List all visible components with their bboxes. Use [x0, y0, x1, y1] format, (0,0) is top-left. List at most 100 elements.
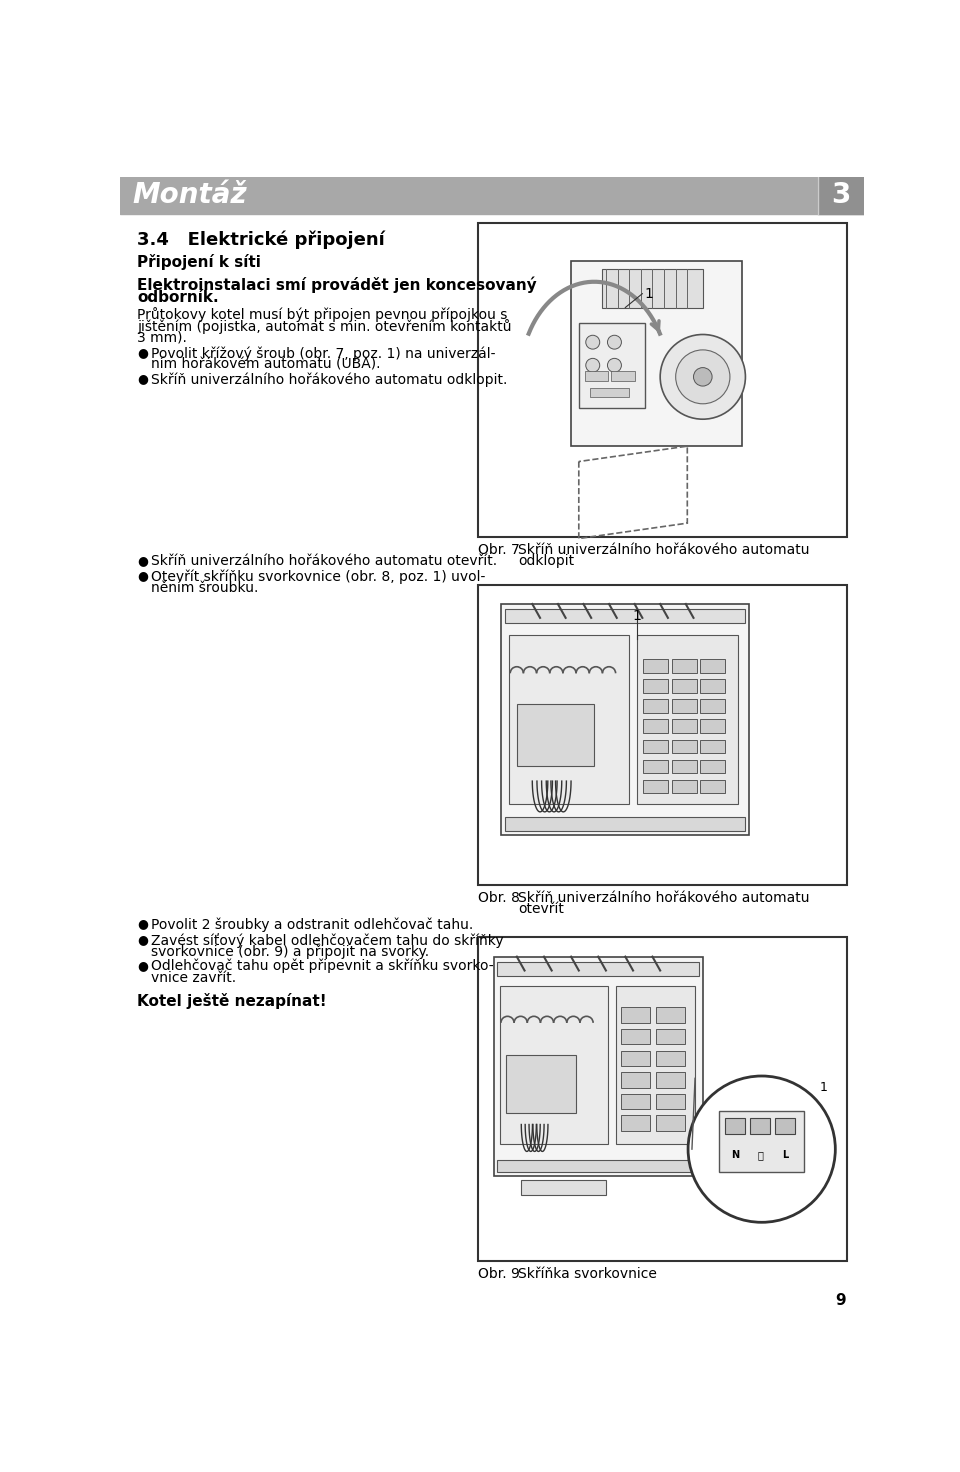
Bar	[602, 269, 703, 308]
Text: L: L	[781, 1150, 788, 1160]
Text: ●: ●	[137, 372, 148, 386]
Bar	[656, 1051, 685, 1066]
Bar	[672, 780, 697, 793]
Circle shape	[693, 368, 712, 386]
Text: ●: ●	[137, 553, 148, 567]
Circle shape	[676, 350, 730, 403]
Text: Obr. 9: Obr. 9	[478, 1267, 520, 1281]
Text: Obr. 8: Obr. 8	[478, 891, 520, 905]
Text: Zavést síťový kabel odlehčovačem tahu do skříňky: Zavést síťový kabel odlehčovačem tahu do…	[151, 933, 504, 948]
Bar	[750, 1119, 770, 1133]
Bar	[616, 986, 695, 1144]
Bar	[701, 780, 725, 793]
Bar	[493, 957, 703, 1176]
Bar	[672, 760, 697, 773]
Text: ●: ●	[137, 958, 148, 972]
Bar	[505, 609, 745, 623]
Bar	[656, 1072, 685, 1088]
Bar	[497, 963, 699, 976]
Bar	[643, 680, 668, 693]
Bar	[672, 699, 697, 714]
Bar	[621, 1072, 650, 1088]
Bar	[656, 1094, 685, 1108]
Bar	[590, 387, 629, 397]
Text: Odlehčovač tahu opět připevnit a skříňku svorko-: Odlehčovač tahu opět připevnit a skříňku…	[151, 958, 493, 973]
Circle shape	[586, 358, 600, 372]
Bar	[643, 720, 668, 733]
Bar	[656, 1029, 685, 1045]
Text: jištěním (pojistka, automat s min. otevřením kontaktů: jištěním (pojistka, automat s min. otevř…	[137, 319, 512, 334]
Bar	[478, 584, 847, 885]
Text: Otevřít skříňku svorkovnice (obr. 8, poz. 1) uvol-: Otevřít skříňku svorkovnice (obr. 8, poz…	[151, 570, 486, 584]
Bar	[516, 704, 594, 765]
Text: ●: ●	[137, 917, 148, 930]
Bar	[672, 680, 697, 693]
Text: Obr. 7: Obr. 7	[478, 543, 519, 558]
Text: Skříňka svorkovnice: Skříňka svorkovnice	[518, 1267, 658, 1281]
Text: Připojení k síti: Připojení k síti	[137, 253, 261, 269]
Text: Skříň univerzálního hořákového automatu odklopit.: Skříň univerzálního hořákového automatu …	[151, 372, 508, 387]
Text: 9: 9	[835, 1294, 846, 1309]
Bar	[775, 1119, 795, 1133]
Text: Montáž: Montáž	[132, 181, 247, 209]
Text: N: N	[732, 1150, 739, 1160]
Bar	[719, 1111, 804, 1172]
Bar	[701, 720, 725, 733]
Text: Skříň univerzálního hořákového automatu: Skříň univerzálního hořákového automatu	[518, 543, 810, 558]
Text: svorkovnice (obr. 9) a připojit na svorky.: svorkovnice (obr. 9) a připojit na svork…	[151, 945, 429, 958]
Text: Kotel ještě nezapínat!: Kotel ještě nezapínat!	[137, 992, 326, 1008]
Bar	[636, 634, 737, 804]
Bar	[621, 1094, 650, 1108]
Text: Skříň univerzálního hořákového automatu: Skříň univerzálního hořákového automatu	[518, 891, 810, 905]
Bar	[818, 177, 864, 213]
Text: ⏚: ⏚	[757, 1150, 763, 1160]
Bar	[656, 1116, 685, 1130]
Text: 1: 1	[820, 1080, 828, 1094]
Bar	[509, 634, 629, 804]
Text: ●: ●	[137, 570, 148, 583]
Bar	[612, 371, 635, 381]
Text: odborník.: odborník.	[137, 290, 219, 305]
Bar	[672, 720, 697, 733]
Bar	[672, 659, 697, 673]
Text: 3.4   Elektrické připojení: 3.4 Elektrické připojení	[137, 231, 385, 249]
Bar	[656, 1007, 685, 1023]
Bar	[643, 659, 668, 673]
Bar	[505, 817, 745, 832]
Bar	[643, 699, 668, 714]
Bar	[701, 760, 725, 773]
Text: Povolit křížový šroub (obr. 7, poz. 1) na univerzál-: Povolit křížový šroub (obr. 7, poz. 1) n…	[151, 346, 495, 361]
Bar	[621, 1029, 650, 1045]
Text: 3: 3	[831, 181, 851, 209]
Circle shape	[660, 334, 745, 420]
Bar	[621, 1116, 650, 1130]
Circle shape	[586, 336, 600, 349]
Bar	[120, 177, 864, 213]
Bar	[672, 739, 697, 754]
Text: 1: 1	[645, 287, 654, 300]
Bar	[701, 659, 725, 673]
Text: 3 mm).: 3 mm).	[137, 331, 187, 344]
Bar	[478, 222, 847, 537]
Circle shape	[688, 1076, 835, 1222]
Bar	[506, 1055, 576, 1113]
Bar	[621, 1051, 650, 1066]
Bar	[585, 371, 609, 381]
Text: ●: ●	[137, 933, 148, 946]
Bar	[725, 1119, 745, 1133]
Bar	[500, 986, 609, 1144]
Bar	[501, 604, 750, 835]
Text: něním šroubku.: něním šroubku.	[151, 581, 258, 595]
Bar	[621, 1007, 650, 1023]
Text: odklopit: odklopit	[518, 553, 574, 568]
Bar	[520, 1181, 606, 1195]
Text: vnice zavřít.: vnice zavřít.	[151, 970, 236, 985]
Bar	[701, 739, 725, 754]
Text: ●: ●	[137, 346, 148, 359]
Circle shape	[608, 336, 621, 349]
Bar	[643, 739, 668, 754]
Bar	[701, 680, 725, 693]
Text: Průtokovy kotel musí být připojen pevnou přípojkou s: Průtokovy kotel musí být připojen pevnou…	[137, 308, 508, 322]
Text: 1: 1	[633, 608, 641, 623]
Text: Povolit 2 šroubky a odstranit odlehčovač tahu.: Povolit 2 šroubky a odstranit odlehčovač…	[151, 917, 473, 932]
